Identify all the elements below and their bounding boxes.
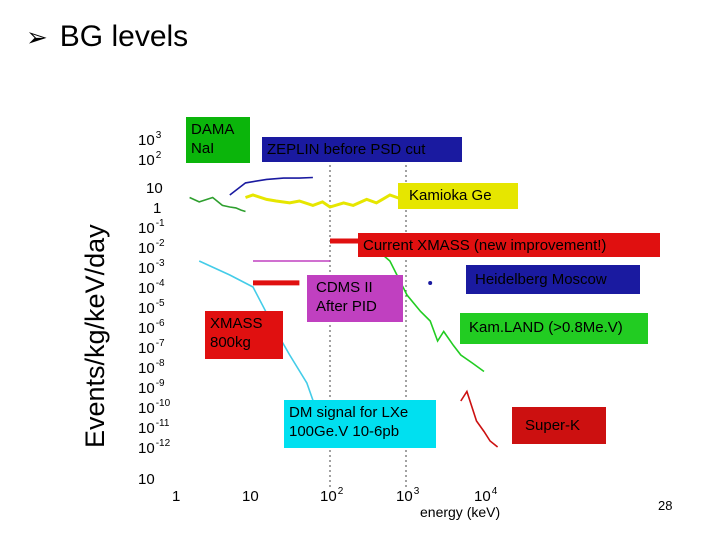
- series-point-heidelberg-moscow: [428, 280, 433, 285]
- x-tick-label: 103: [396, 486, 420, 505]
- label-cdms-ii: CDMS II After PID: [307, 275, 403, 322]
- x-tick-label: 104: [474, 486, 498, 505]
- y-tick-label: 10: [146, 180, 163, 197]
- label-heidelberg-moscow: Heidelberg Moscow: [466, 265, 640, 294]
- y-tick-label: 10-10: [138, 398, 171, 417]
- label-xmass-800kg: XMASS 800kg: [205, 311, 283, 359]
- label-dm-signal: DM signal for LXe 100Ge.V 10-6pb: [284, 400, 436, 448]
- x-tick-label: 1: [172, 488, 181, 505]
- y-tick-label: 10-11: [138, 418, 170, 437]
- series-line-dama-nai: [189, 196, 246, 213]
- series-line-zeplin-before-psd-cut: [229, 176, 313, 196]
- y-tick-label: 103: [138, 130, 162, 149]
- arrow-bullet-icon: ➢: [26, 22, 48, 52]
- y-tick-label: 10-12: [138, 438, 171, 457]
- x-tick-label: 102: [320, 486, 344, 505]
- label-zeplin: ZEPLIN before PSD cut: [262, 137, 462, 162]
- label-current-xmass: Current XMASS (new improvement!): [358, 233, 660, 257]
- slide-title-text: BG levels: [59, 20, 189, 53]
- y-tick-label: 102: [138, 150, 162, 169]
- x-tick-label: 10: [242, 488, 259, 505]
- y-tick-label: 10-5: [138, 298, 165, 317]
- y-tick-label: 1: [153, 200, 162, 217]
- y-tick-label: 10-2: [138, 238, 165, 257]
- slide-title: ➢ BG levels: [26, 20, 188, 54]
- page-number: 28: [658, 498, 673, 513]
- label-kamioka-ge: Kamioka Ge: [398, 183, 518, 209]
- y-tick-label: 10: [138, 471, 155, 488]
- series-line-kamioka-ge: [245, 193, 408, 209]
- label-dama-nai: DAMA NaI: [186, 117, 250, 163]
- label-super-k: Super-K: [512, 407, 606, 444]
- y-tick-label: 10-7: [138, 338, 165, 357]
- series-line-super-k: [460, 389, 499, 448]
- label-kamland: Kam.LAND (>0.8Me.V): [460, 313, 648, 344]
- y-tick-label: 10-4: [138, 278, 165, 297]
- x-axis-label: energy (keV): [420, 504, 501, 520]
- y-tick-label: 10-9: [138, 378, 165, 397]
- y-tick-label: 10-1: [138, 218, 165, 237]
- y-tick-label: 10-8: [138, 358, 165, 377]
- y-tick-label: 10-6: [138, 318, 165, 337]
- y-tick-label: 10-3: [138, 258, 165, 277]
